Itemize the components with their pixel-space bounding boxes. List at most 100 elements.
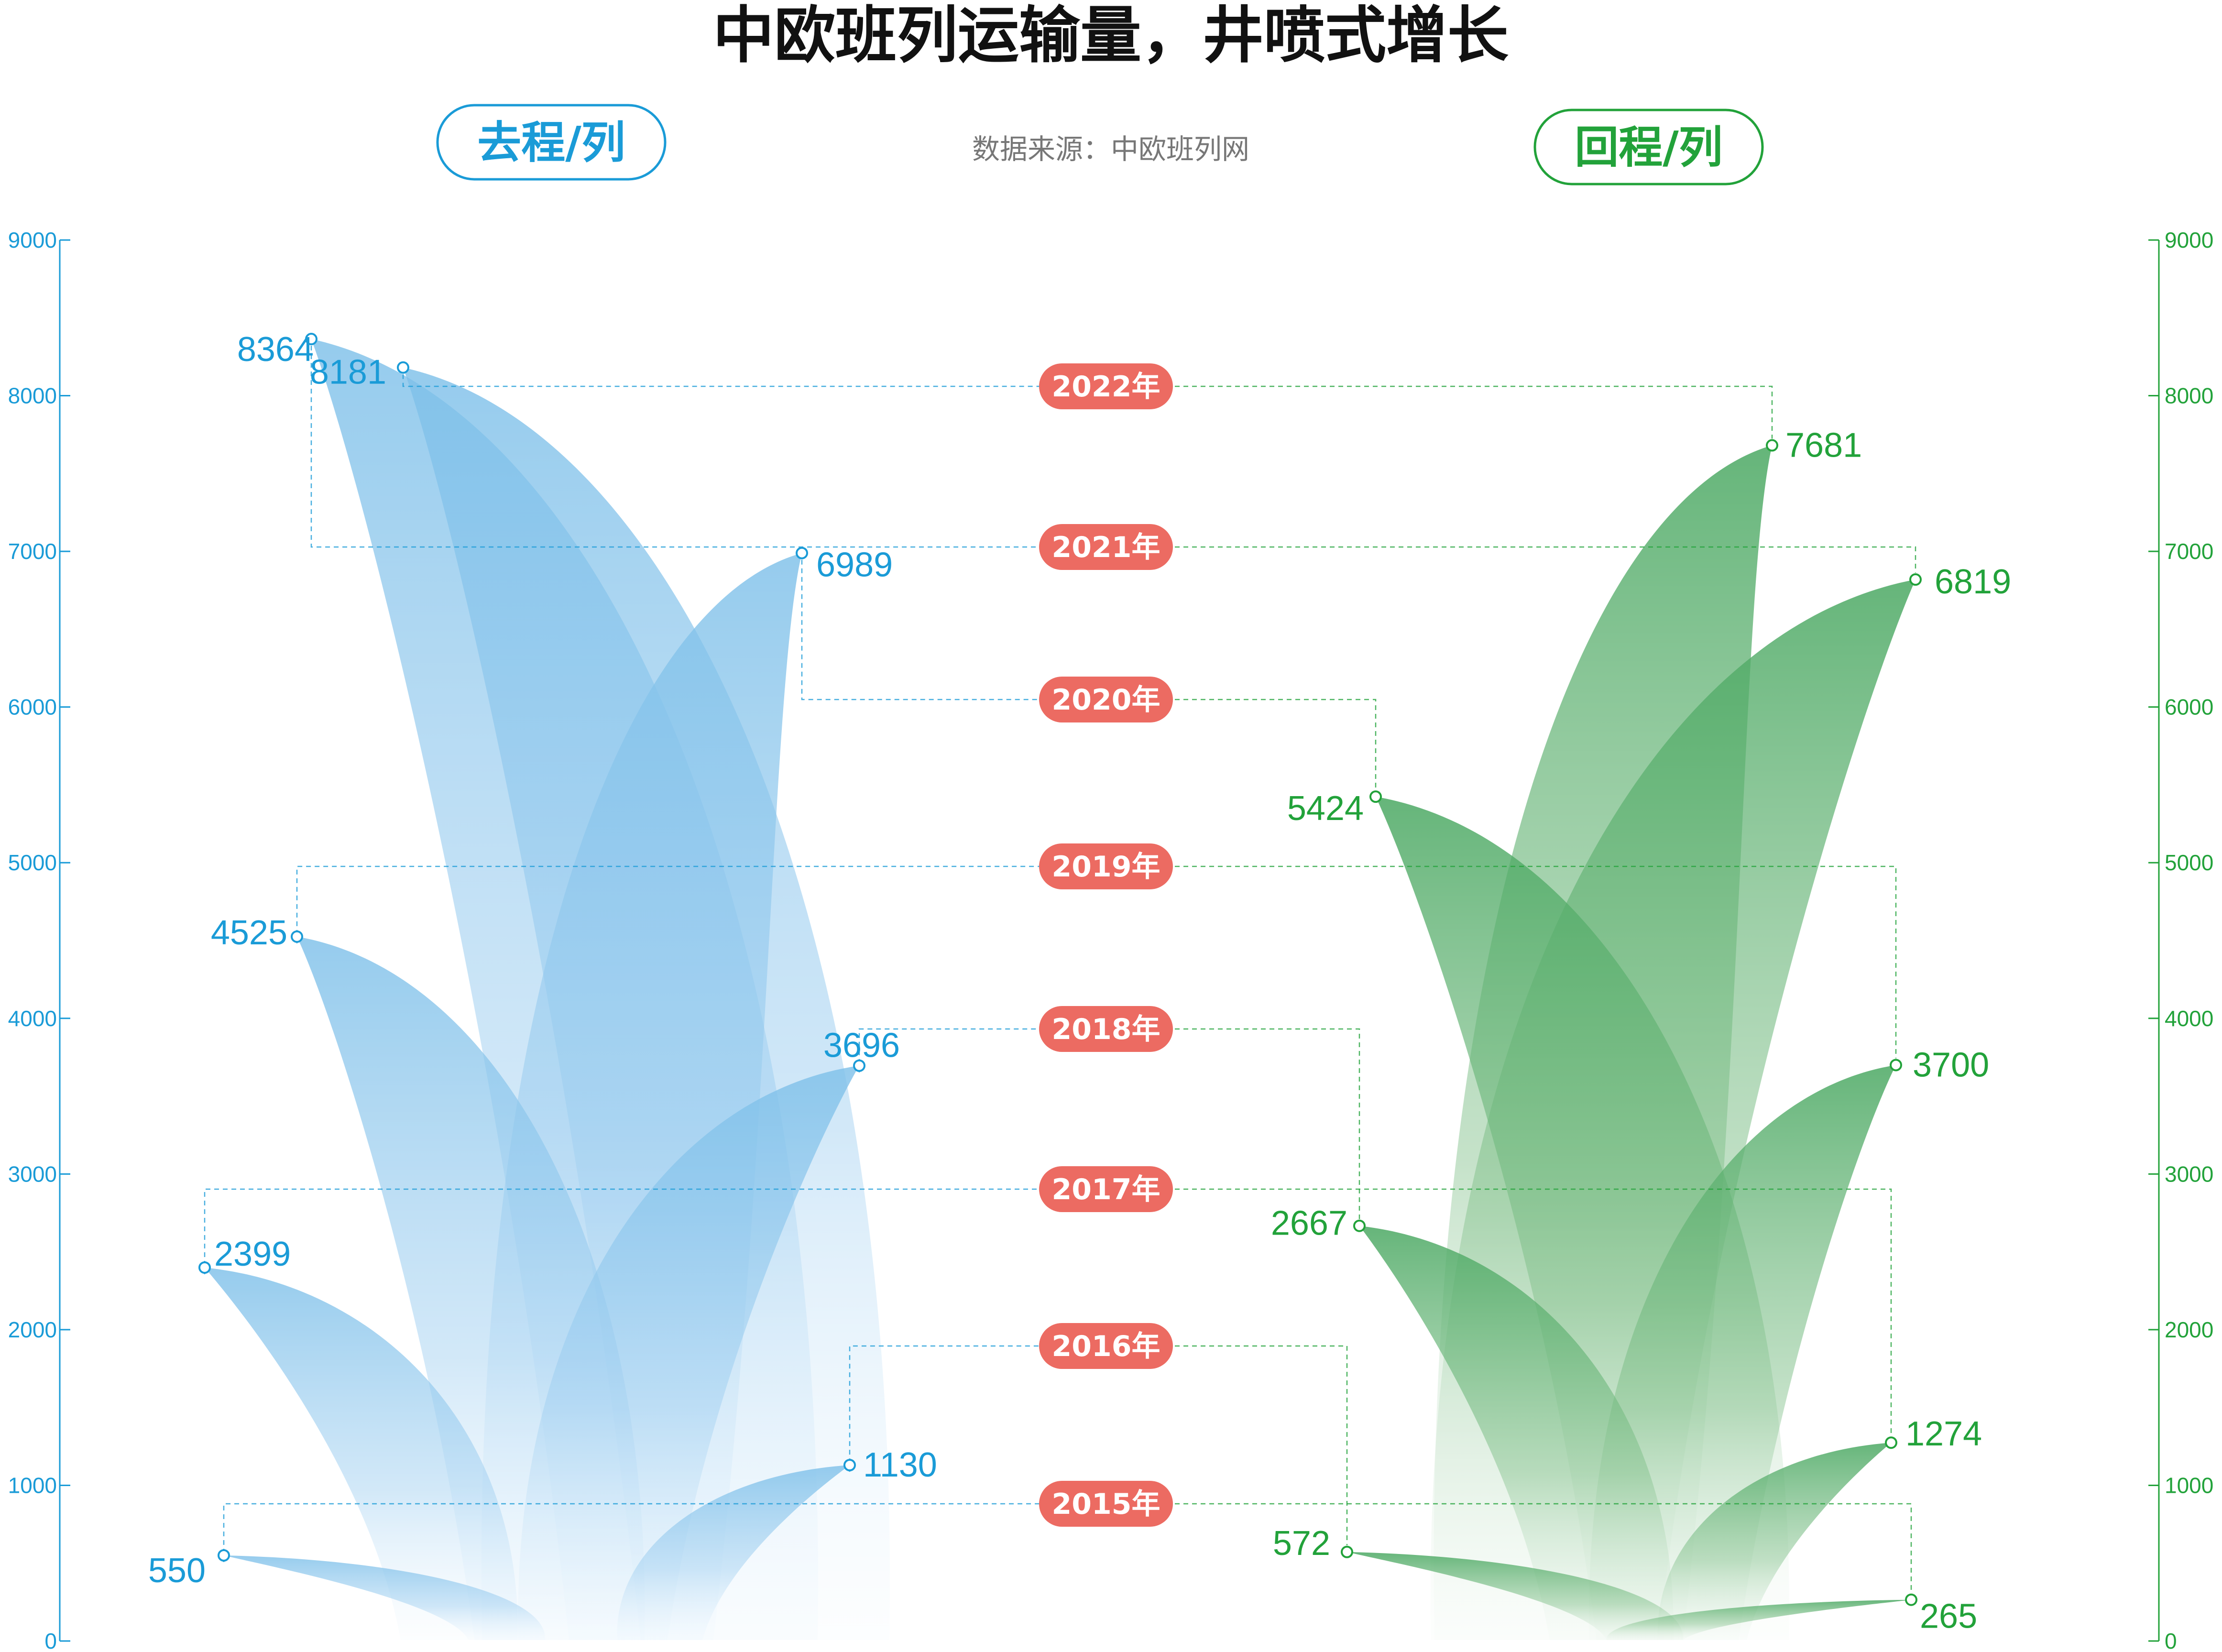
return-point-2021年: [1909, 573, 1922, 586]
year-badge-bg: [1039, 677, 1173, 722]
year-badge-2015年: 2015年: [1039, 1481, 1173, 1527]
left-tick-label: 3000: [8, 1161, 57, 1186]
return-value-label-2015年: 265: [1920, 1597, 1977, 1636]
outbound-point-2022年: [397, 361, 409, 374]
outbound-connector-2015年: [223, 1503, 1106, 1562]
year-badge-label: 2020年: [1052, 683, 1160, 717]
return-point-2016年: [1341, 1545, 1353, 1558]
right-tick-label: 5000: [2165, 850, 2213, 875]
return-connector-2017年: [1106, 1188, 1892, 1436]
year-badge-label: 2016年: [1052, 1330, 1160, 1363]
year-badge-2019年: 2019年: [1039, 843, 1173, 889]
left-tick-label: 2000: [8, 1317, 57, 1342]
outbound-value-label-2022年: 8181: [310, 353, 386, 392]
return-connector-2018年: [1106, 1028, 1360, 1219]
outbound-point-2021年: [305, 333, 317, 346]
outbound-value-label-2021年: 8364: [237, 330, 314, 369]
return-connector-2015年: [1106, 1503, 1912, 1593]
outbound-connector-2018年: [858, 1028, 1106, 1072]
return-value-label-2016年: 572: [1273, 1524, 1330, 1563]
return-point-2020年: [1369, 790, 1382, 803]
year-badge-bg: [1039, 524, 1173, 570]
outbound-point-2017年: [198, 1261, 211, 1274]
outbound-value-label-2019年: 4525: [211, 914, 287, 952]
year-badge-2020年: 2020年: [1039, 677, 1173, 722]
year-badge-label: 2022年: [1052, 370, 1160, 404]
year-badge-bg: [1039, 1006, 1173, 1052]
return-value-label-2017年: 1274: [1905, 1415, 1982, 1453]
return-point-2018年: [1353, 1219, 1366, 1232]
year-badge-2016年: 2016年: [1039, 1323, 1173, 1369]
outbound-value-label-2015年: 550: [148, 1552, 206, 1590]
right-tick-label: 3000: [2165, 1161, 2213, 1186]
data-source: 数据来源：中欧班列网: [972, 133, 1249, 165]
outbound-point-2015年: [218, 1549, 230, 1562]
return-point-2019年: [1890, 1059, 1902, 1072]
return-point-2022年: [1766, 439, 1778, 452]
return-value-label-2020年: 5424: [1287, 789, 1364, 828]
chart-title: 中欧班列运输量，井喷式增长: [713, 0, 1509, 71]
outbound-leaf-2017年: [205, 1267, 518, 1640]
left-tick-label: 7000: [8, 539, 57, 564]
left-tick-label: 9000: [8, 228, 57, 252]
left-tick-label: 6000: [8, 695, 57, 720]
year-badge-2017年: 2017年: [1039, 1166, 1173, 1212]
outbound-connector-2021年: [310, 346, 1106, 548]
year-badge-bg: [1039, 1323, 1173, 1369]
right-tick-label: 7000: [2165, 539, 2213, 564]
return-value-label-2021年: 6819: [1935, 563, 2011, 601]
outbound-leaf-2018年: [518, 1065, 859, 1640]
year-badge-label: 2021年: [1052, 531, 1160, 564]
year-badge-2022年: 2022年: [1039, 363, 1173, 409]
year-badge-2021年: 2021年: [1039, 524, 1173, 570]
outbound-connector-2020年: [801, 559, 1106, 700]
year-badge-bg: [1039, 1481, 1173, 1527]
year-badge-bg: [1039, 1166, 1173, 1212]
legend-outbound-label: 去程/列: [477, 117, 625, 168]
left-tick-label: 4000: [8, 1006, 57, 1031]
axes: 0 0 1000 1000 2000 2000 3000 3000 4000 4000 5000 50…: [8, 228, 2214, 1652]
year-badge-2018年: 2018年: [1039, 1006, 1173, 1052]
return-leaf-2019年: [1589, 1065, 1896, 1640]
right-tick-label: 2000: [2165, 1317, 2213, 1342]
return-value-label-2019年: 3700: [1913, 1046, 1989, 1084]
year-badge-label: 2015年: [1052, 1488, 1160, 1521]
outbound-connector-2022年: [402, 374, 1106, 387]
right-tick-label: 8000: [2165, 383, 2213, 408]
year-badge-label: 2018年: [1052, 1013, 1160, 1046]
year-badge-label: 2017年: [1052, 1173, 1160, 1206]
legend-return-label: 回程/列: [1575, 122, 1723, 173]
return-leaf-2015年: [1606, 1599, 1911, 1640]
outbound-value-label-2018年: 3696: [823, 1027, 900, 1065]
return-leaf-2018年: [1359, 1225, 1674, 1640]
return-connector-2021年: [1106, 546, 1916, 573]
outbound-value-label-2017年: 2399: [214, 1235, 291, 1273]
right-tick-label: 9000: [2165, 228, 2213, 252]
left-tick-label: 8000: [8, 383, 57, 408]
year-badges: 2015年 2016年 2017年 2018年 2019年 2020年 2021年 2022年: [1039, 363, 1173, 1527]
outbound-point-2018年: [853, 1059, 865, 1072]
outbound-connector-2017年: [204, 1188, 1106, 1274]
return-point-2015年: [1905, 1593, 1917, 1606]
return-connector-2020年: [1106, 699, 1377, 790]
outbound-value-label-2016年: 1130: [863, 1446, 937, 1484]
return-leaf-2016年: [1347, 1552, 1684, 1640]
right-tick-label: 6000: [2165, 695, 2213, 720]
right-tick-label: 4000: [2165, 1006, 2213, 1031]
leaf-shapes: [205, 339, 1916, 1641]
outbound-leaf-2016年: [617, 1465, 850, 1640]
outbound-point-2020年: [796, 547, 808, 559]
outbound-point-2019年: [291, 930, 303, 943]
year-connectors: [204, 346, 1916, 1593]
right-tick-label: 0: [2165, 1629, 2177, 1652]
data-points: 550 265 1130 572 2399 1274 3696 2667 4525 3700 698…: [148, 330, 2011, 1636]
return-connector-2016年: [1106, 1345, 1348, 1545]
year-badge-bg: [1039, 363, 1173, 409]
outbound-leaf-2015年: [224, 1555, 546, 1640]
left-tick-label: 1000: [8, 1473, 57, 1498]
return-leaf-2017年: [1657, 1443, 1891, 1640]
left-tick-label: 5000: [8, 850, 57, 875]
year-badge-bg: [1039, 843, 1173, 889]
left-tick-label: 0: [44, 1629, 57, 1652]
